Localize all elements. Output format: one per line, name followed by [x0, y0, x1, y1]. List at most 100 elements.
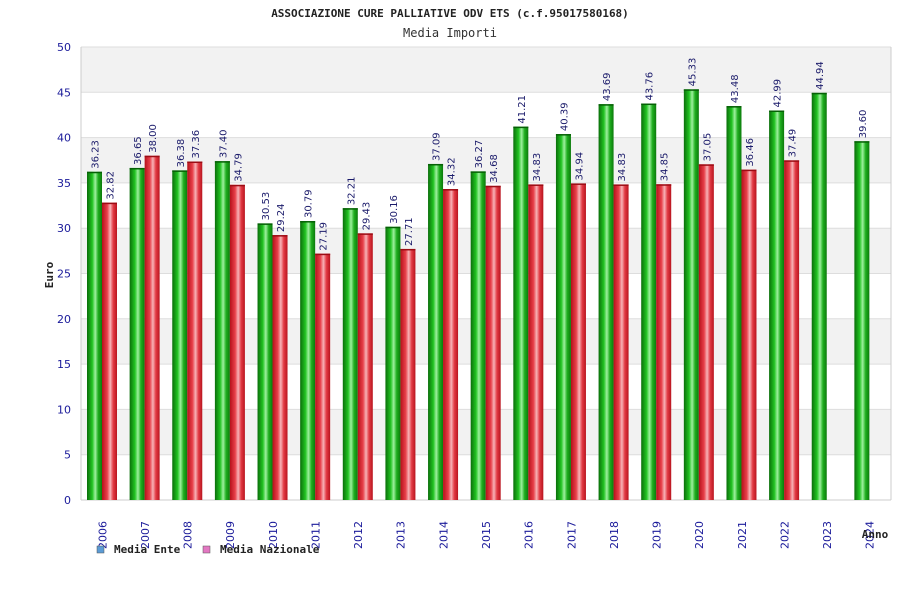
- data-label: 42.99: [773, 79, 784, 108]
- legend-swatch-media-nazionale: [202, 545, 211, 554]
- bar-cap: [641, 103, 657, 106]
- data-label: 37.09: [432, 132, 443, 161]
- bar-cap: [613, 184, 629, 186]
- bar-media-nazionale: [528, 184, 544, 501]
- bar-cap: [87, 171, 102, 174]
- data-label: 44.94: [815, 61, 826, 90]
- bar-media-nazionale: [102, 202, 117, 500]
- bar-media-nazionale: [187, 161, 203, 500]
- bar-cap: [726, 106, 742, 108]
- y-tick-label: 5: [64, 449, 71, 462]
- x-tick-label: 2016: [523, 521, 536, 549]
- bar-cap: [187, 161, 203, 164]
- y-tick-label: 30: [57, 222, 71, 235]
- data-label: 34.83: [532, 153, 543, 182]
- bar-media-nazionale: [485, 185, 501, 500]
- bar-cap: [129, 167, 145, 170]
- bar-media-ente: [683, 89, 699, 500]
- x-axis-label: Anno: [862, 528, 889, 541]
- legend-label-media-ente: Media Ente: [114, 543, 181, 556]
- bar-media-nazionale: [613, 184, 629, 501]
- data-label: 36.65: [133, 136, 144, 165]
- data-label: 29.24: [276, 203, 287, 232]
- data-label: 43.69: [602, 73, 613, 102]
- bar-media-ente: [769, 110, 785, 501]
- bar-cap: [769, 110, 785, 113]
- data-label: 29.43: [361, 202, 372, 231]
- bar-cap: [214, 161, 230, 163]
- data-label: 32.82: [106, 171, 117, 200]
- data-label: 38.00: [148, 124, 159, 153]
- bar-media-ente: [257, 223, 273, 500]
- x-tick-label: 2015: [480, 521, 493, 549]
- data-label: 37.49: [788, 129, 799, 158]
- bar-cap: [741, 169, 757, 172]
- legend: Media Ente Media Nazionale: [96, 543, 320, 556]
- bar-cap: [385, 226, 401, 229]
- data-label: 36.27: [474, 140, 485, 169]
- bar-media-ente: [470, 171, 486, 500]
- x-tick-label: 2014: [437, 521, 450, 549]
- bar-cap: [555, 134, 571, 136]
- bar-media-ente: [641, 103, 657, 501]
- y-axis-ticks: 0 5 10 15 20 25 30 35 40 45 50: [57, 41, 71, 507]
- x-tick-label: 2017: [565, 521, 578, 549]
- legend-label-media-nazionale: Media Nazionale: [220, 543, 320, 556]
- bar-cap: [528, 184, 544, 186]
- data-label: 37.05: [702, 133, 713, 162]
- bar-media-nazionale: [357, 233, 373, 500]
- data-label: 34.94: [574, 152, 585, 181]
- bar-media-nazionale: [315, 253, 331, 500]
- bar-media-ente: [598, 104, 614, 500]
- x-tick-label: 2019: [651, 521, 664, 549]
- y-tick-label: 35: [57, 177, 71, 190]
- bar-media-nazionale: [570, 183, 586, 500]
- bar-cap: [400, 248, 416, 251]
- bar-cap: [854, 141, 870, 143]
- bar-media-ente: [129, 167, 145, 501]
- bar-media-nazionale: [272, 235, 288, 500]
- x-tick-label: 2018: [608, 521, 621, 549]
- bar-media-ente: [87, 171, 102, 500]
- y-tick-label: 45: [57, 86, 71, 99]
- bar-cap: [598, 104, 614, 106]
- bar-cap: [229, 184, 245, 187]
- x-tick-label: 2012: [352, 521, 365, 549]
- data-labels: 36.23 32.82 36.65 38.00 36.38 37.36 37.40 34.79…: [91, 58, 869, 251]
- x-tick-label: 2009: [224, 521, 237, 549]
- data-label: 45.33: [687, 58, 698, 87]
- bar-media-ente: [385, 226, 401, 500]
- data-label: 43.76: [645, 72, 656, 101]
- bars: [87, 89, 870, 501]
- bar-cap: [698, 164, 714, 166]
- bar-media-ente: [214, 161, 230, 500]
- bar-cap: [513, 126, 529, 129]
- bar-cap: [485, 185, 501, 188]
- bar-media-nazionale: [741, 169, 757, 500]
- bar-media-ente: [172, 170, 188, 500]
- data-label: 34.85: [660, 153, 671, 182]
- bar-media-nazionale: [229, 184, 245, 500]
- data-label: 34.79: [233, 153, 244, 182]
- bar-cap: [357, 233, 373, 235]
- bar-cap: [172, 170, 188, 172]
- bar-cap: [257, 223, 273, 225]
- bar-media-ente: [428, 163, 444, 500]
- data-label: 34.83: [617, 153, 628, 182]
- chart-subtitle: Media Importi: [403, 26, 497, 40]
- grid-band: [81, 47, 891, 93]
- x-tick-label: 2021: [736, 521, 749, 549]
- x-tick-label: 2024: [864, 521, 877, 549]
- bar-cap: [272, 235, 288, 237]
- bar-cap: [315, 253, 331, 256]
- bar-cap: [144, 155, 160, 158]
- bar-media-nazionale: [656, 184, 672, 500]
- y-tick-label: 10: [57, 403, 71, 416]
- x-tick-label: 2006: [96, 521, 109, 549]
- y-tick-label: 20: [57, 313, 71, 326]
- x-tick-label: 2023: [821, 521, 834, 549]
- data-label: 34.68: [489, 154, 500, 183]
- bar-cap: [683, 89, 699, 91]
